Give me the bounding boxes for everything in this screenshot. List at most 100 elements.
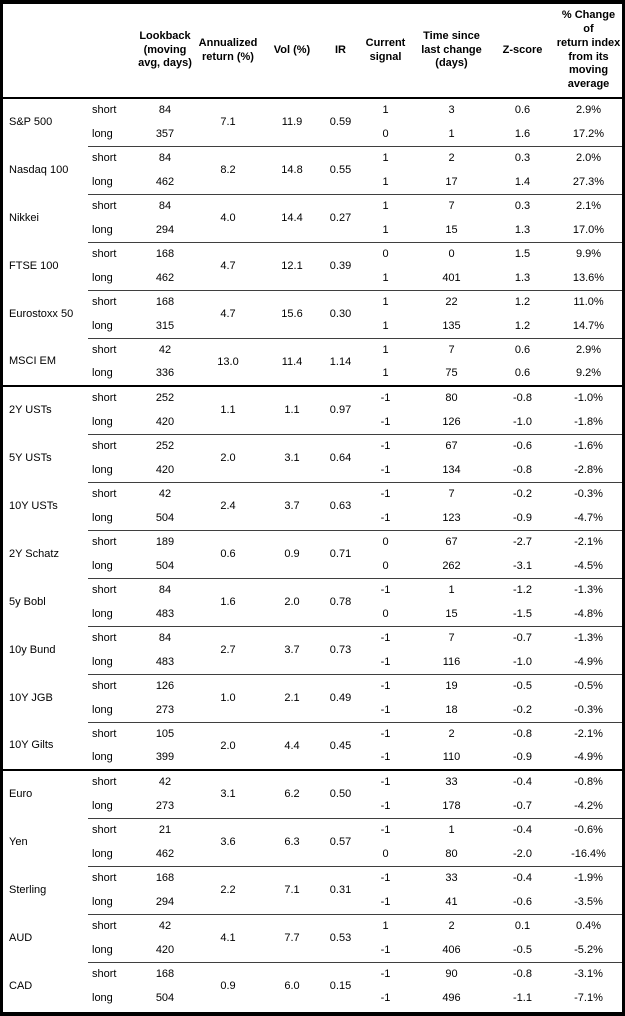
horizon-label-cell: short <box>88 241 135 266</box>
time-since-cell: 7 <box>413 625 490 650</box>
lookback-cell: 189 <box>135 529 195 554</box>
pct-change-cell: -1.3% <box>555 577 622 602</box>
lookback-cell: 462 <box>155 847 175 860</box>
instrument-name-cell: 5Y USTs <box>9 451 52 464</box>
instrument-name-cell: 10y Bund <box>9 643 56 656</box>
table-header: Lookback (moving avg, days) Annualized r… <box>3 4 622 99</box>
vol-cell: 3.7 <box>261 625 323 674</box>
column-header-horizon <box>88 4 135 99</box>
zscore-cell: -0.6 <box>490 433 555 458</box>
zscore-cell: -0.4 <box>490 769 555 794</box>
annualized-return-cell: 2.0 <box>195 721 261 770</box>
lookback-cell: 462 <box>155 175 175 188</box>
zscore-cell: -0.2 <box>490 481 555 506</box>
time-since-cell: 33 <box>413 769 490 794</box>
ir-cell: 0.27 <box>323 193 358 242</box>
time-since-cell: 80 <box>445 847 458 860</box>
zscore-cell: 1.6 <box>514 127 531 140</box>
zscore-cell: -0.6 <box>513 895 532 908</box>
zscore-cell: 0.6 <box>490 337 555 362</box>
horizon-label-cell: long <box>92 991 113 1004</box>
ir-cell: 0.73 <box>323 625 358 674</box>
vol-cell: 2.1 <box>261 673 323 722</box>
zscore-cell: 0.3 <box>490 145 555 170</box>
signal-cell: -1 <box>358 961 413 986</box>
time-since-cell: 496 <box>442 991 461 1004</box>
zscore-cell: 1.2 <box>490 289 555 314</box>
signal-cell: 1 <box>382 104 389 117</box>
signal-cell: 1 <box>382 319 389 332</box>
signal-cell: -1 <box>380 943 391 956</box>
annualized-return-cell: 4.1 <box>195 913 261 962</box>
lookback-cell: 126 <box>135 673 195 698</box>
instrument-name-cell: Euro <box>3 769 88 818</box>
horizon-label-cell: long <box>92 607 113 620</box>
time-since-cell: 22 <box>413 289 490 314</box>
table-row: 10Y JGB short 126 1.0 2.1 0.49 -1 19 -0.5 -0.5% <box>3 673 622 722</box>
time-since-cell: 75 <box>445 367 458 380</box>
horizon-label-cell: short <box>88 913 135 938</box>
pct-change-cell: -4.7% <box>574 511 603 524</box>
vol-cell: 7.7 <box>261 913 323 962</box>
table-body: S&P 500 short 84 7.1 11.9 0.59 1 3 0.6 2.9% long 35… <box>3 98 622 1010</box>
annualized-return-cell: 4.0 <box>195 193 261 242</box>
signal-cell: -1 <box>380 751 391 764</box>
signal-cell: 0 <box>382 847 389 860</box>
table-row: Nikkei short 84 4.0 14.4 0.27 1 7 0.3 2.1% <box>3 193 622 242</box>
lookback-cell: 294 <box>155 223 175 236</box>
vol-cell: 2.0 <box>261 577 323 626</box>
table-row: 10y Bund short 84 2.7 3.7 0.73 -1 7 -0.7 -1.3% <box>3 625 622 674</box>
vol-cell: 7.1 <box>261 865 323 914</box>
vol-cell: 14.8 <box>261 145 323 194</box>
pct-change-cell: -16.4% <box>571 847 606 860</box>
lookback-cell: 42 <box>135 913 195 938</box>
lookback-cell: 315 <box>155 319 175 332</box>
time-since-cell: 80 <box>413 385 490 410</box>
annualized-return-cell: 1.1 <box>195 385 261 434</box>
pct-change-cell: 14.7% <box>572 319 605 332</box>
ir-cell: 0.55 <box>323 145 358 194</box>
signal-cell: -1 <box>358 625 413 650</box>
horizon-label-cell: long <box>92 319 113 332</box>
horizon-label-cell: short <box>88 625 135 650</box>
zscore-cell: -0.7 <box>490 625 555 650</box>
ir-cell: 0.71 <box>323 529 358 578</box>
ir-cell: 0.50 <box>323 769 358 818</box>
lookback-cell: 168 <box>135 289 195 314</box>
pct-change-cell: 13.6% <box>572 271 605 284</box>
vol-cell: 11.4 <box>261 337 323 386</box>
horizon-label-cell: long <box>92 799 113 812</box>
ir-cell: 0.63 <box>323 481 358 530</box>
signal-cell: 0 <box>382 559 389 572</box>
horizon-label-cell: long <box>92 895 113 908</box>
time-since-cell: 67 <box>413 433 490 458</box>
lookback-cell: 462 <box>155 271 175 284</box>
horizon-label-cell: short <box>88 721 135 746</box>
horizon-label-cell: short <box>88 193 135 218</box>
annualized-return-cell: 2.4 <box>195 481 261 530</box>
pct-change-cell: -2.8% <box>574 463 603 476</box>
instrument-name-cell: 10Y JGB <box>9 691 53 704</box>
table-row: 2Y USTs short 252 1.1 1.1 0.97 -1 80 -0.8 -1.0% <box>3 385 622 434</box>
vol-cell: 6.0 <box>261 961 323 1010</box>
time-since-cell: 90 <box>413 961 490 986</box>
zscore-cell: 1.4 <box>514 175 531 188</box>
horizon-label-cell: long <box>92 127 113 140</box>
signal-cell: 0 <box>382 127 389 140</box>
table-row: long 504 -1 496 -1.1 -7.1% <box>3 986 622 1010</box>
pct-change-cell: -1.0% <box>555 385 622 410</box>
pct-change-cell: -0.8% <box>555 769 622 794</box>
vol-cell: 0.9 <box>261 529 323 578</box>
instrument-name-cell: Eurostoxx 50 <box>9 307 74 320</box>
lookback-cell: 504 <box>155 511 175 524</box>
time-since-cell: 406 <box>442 943 461 956</box>
annualized-return-cell: 2.2 <box>195 865 261 914</box>
horizon-label-cell: long <box>92 847 113 860</box>
table-row: Yen short 21 3.6 6.3 0.57 -1 1 -0.4 -0.6% <box>3 817 622 866</box>
pct-change-cell: 11.0% <box>555 289 622 314</box>
zscore-cell: -0.4 <box>490 817 555 842</box>
signal-cell: -1 <box>380 415 391 428</box>
time-since-cell: 17 <box>445 175 458 188</box>
signal-cell: -1 <box>380 991 391 1004</box>
table-row: long 420 -1 134 -0.8 -2.8% <box>3 458 622 482</box>
